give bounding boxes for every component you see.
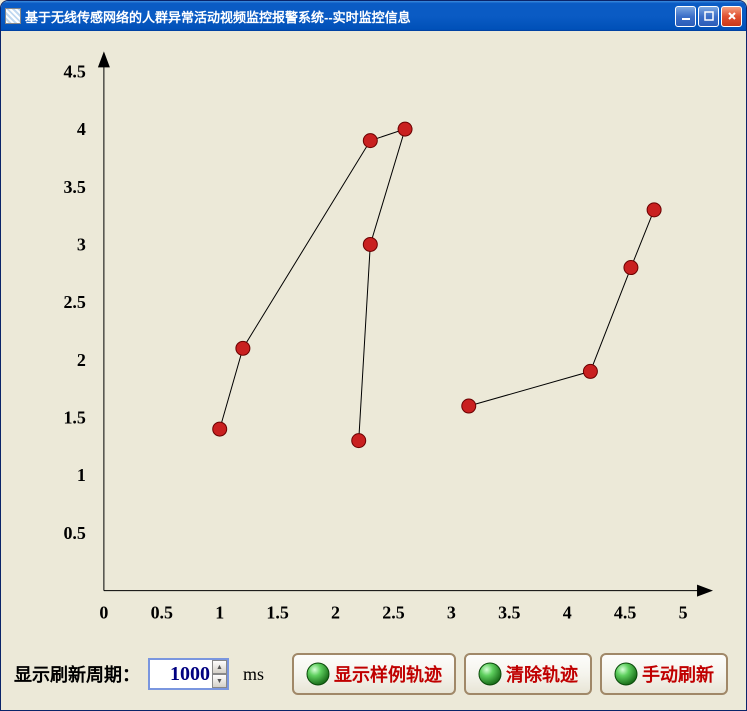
- app-icon: [5, 8, 21, 24]
- svg-text:1: 1: [215, 603, 224, 623]
- svg-text:4.5: 4.5: [614, 603, 636, 623]
- svg-text:3: 3: [77, 234, 86, 254]
- controls-row: 显示刷新周期： ▲ ▼ ms 显示样例轨迹: [14, 651, 733, 697]
- svg-text:4: 4: [77, 119, 86, 139]
- svg-text:3.5: 3.5: [498, 603, 520, 623]
- svg-text:4.5: 4.5: [63, 61, 85, 81]
- refresh-period-input[interactable]: [154, 663, 210, 686]
- orb-icon: [478, 662, 502, 686]
- svg-text:1.5: 1.5: [266, 603, 288, 623]
- svg-text:0.5: 0.5: [151, 603, 173, 623]
- app-window: 基于无线传感网络的人群异常活动视频监控报警系统--实时监控信息 0 0.5 1 1.5…: [0, 0, 747, 711]
- svg-text:1.5: 1.5: [63, 408, 85, 428]
- svg-text:0: 0: [99, 603, 108, 623]
- svg-text:5: 5: [679, 603, 688, 623]
- svg-text:2: 2: [331, 603, 340, 623]
- orb-icon: [306, 662, 330, 686]
- window-buttons: [675, 6, 742, 27]
- svg-text:1: 1: [77, 465, 86, 485]
- svg-text:2: 2: [77, 350, 86, 370]
- refresh-period-label: 显示刷新周期：: [14, 661, 140, 687]
- clear-trajectory-label: 清除轨迹: [506, 661, 578, 687]
- client-area: 0 0.5 1 1.5 2 2.5 3 3.5 4 4.5 5 0.5 1 1.5 2 2.5 3 3.5 4 4.5…: [4, 31, 743, 707]
- orb-icon: [614, 662, 638, 686]
- minimize-icon: [681, 11, 691, 21]
- clear-trajectory-button[interactable]: 清除轨迹: [464, 653, 592, 695]
- maximize-button[interactable]: [698, 6, 719, 27]
- refresh-period-spinner[interactable]: ▲ ▼: [148, 658, 229, 690]
- svg-text:2.5: 2.5: [382, 603, 404, 623]
- maximize-icon: [704, 11, 714, 21]
- svg-text:2.5: 2.5: [63, 292, 85, 312]
- spinner-down-button[interactable]: ▼: [212, 674, 227, 688]
- svg-text:3.5: 3.5: [63, 177, 85, 197]
- manual-refresh-button[interactable]: 手动刷新: [600, 653, 728, 695]
- chart-area: 0 0.5 1 1.5 2 2.5 3 3.5 4 4.5 5 0.5 1 1.5 2 2.5 3 3.5 4 4.5: [24, 41, 723, 641]
- titlebar[interactable]: 基于无线传感网络的人群异常活动视频监控报警系统--实时监控信息: [1, 1, 746, 31]
- spinner-up-button[interactable]: ▲: [212, 660, 227, 674]
- close-button[interactable]: [721, 6, 742, 27]
- svg-text:3: 3: [447, 603, 456, 623]
- show-sample-button[interactable]: 显示样例轨迹: [292, 653, 456, 695]
- show-sample-label: 显示样例轨迹: [334, 661, 442, 687]
- svg-text:0.5: 0.5: [63, 523, 85, 543]
- trajectory-chart: 0 0.5 1 1.5 2 2.5 3 3.5 4 4.5 5 0.5 1 1.5 2 2.5 3 3.5 4 4.5: [24, 41, 723, 641]
- manual-refresh-label: 手动刷新: [642, 661, 714, 687]
- refresh-unit: ms: [243, 664, 264, 685]
- minimize-button[interactable]: [675, 6, 696, 27]
- svg-text:4: 4: [563, 603, 572, 623]
- close-icon: [727, 11, 737, 21]
- window-title: 基于无线传感网络的人群异常活动视频监控报警系统--实时监控信息: [25, 7, 675, 26]
